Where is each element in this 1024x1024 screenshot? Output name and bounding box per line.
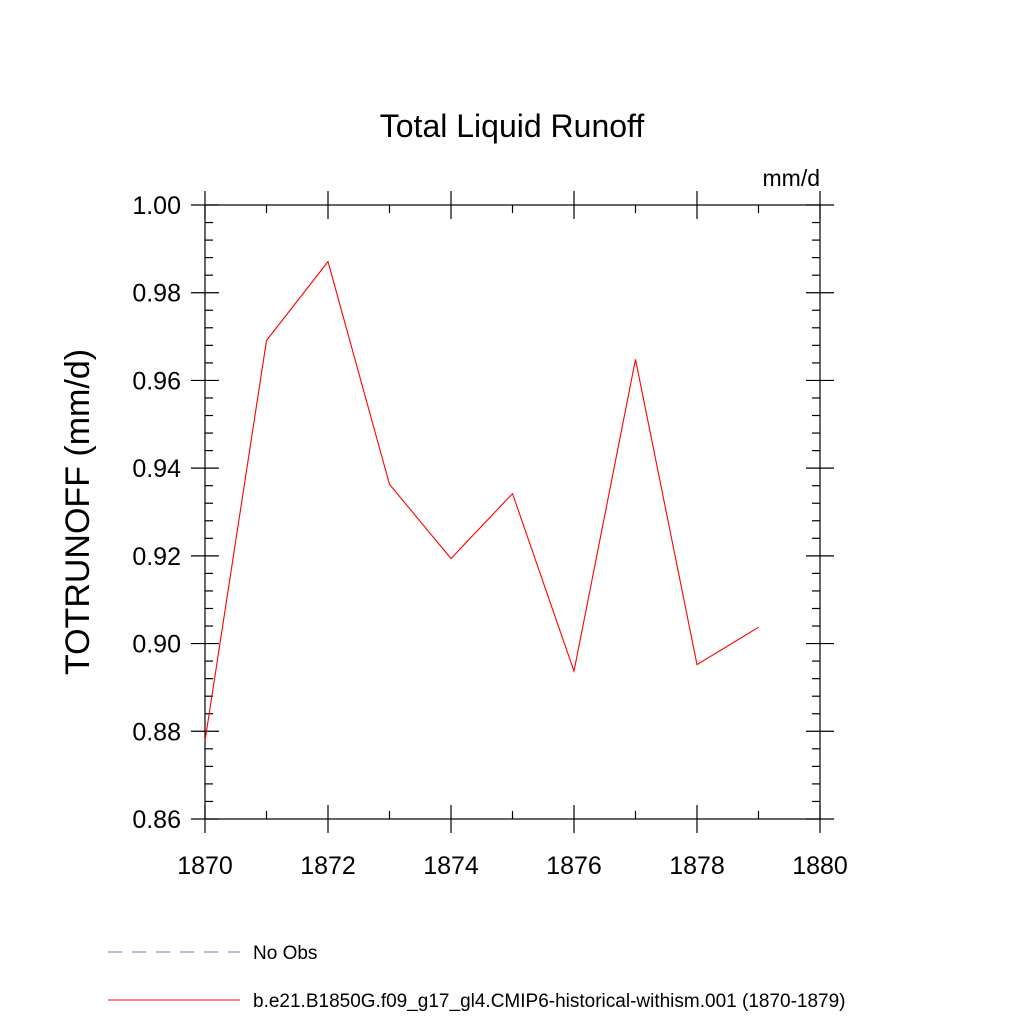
legend-label: No Obs: [253, 943, 317, 964]
legend: No Obs b.e21.B1850G.f09_g17_gl4.CMIP6-his…: [108, 943, 846, 1012]
y-axis-ticks: [191, 204, 834, 820]
y-tick-label: 0.88: [132, 718, 181, 746]
y-tick-label: 0.90: [132, 631, 181, 659]
x-axis-ticks: [204, 191, 821, 833]
y-axis-tick-labels: 0.86 0.88 0.90 0.92 0.94 0.96 0.98 1.00: [132, 192, 181, 834]
y-tick-label: 1.00: [132, 192, 181, 220]
x-tick-label: 1876: [546, 852, 602, 880]
y-tick-label: 0.96: [132, 367, 181, 395]
units-label: mm/d: [763, 165, 821, 191]
series-layer: [204, 260, 759, 741]
y-tick-label: 0.98: [132, 280, 181, 308]
x-tick-label: 1870: [177, 852, 233, 880]
y-axis-label: TOTRUNOFF (mm/d): [59, 349, 97, 675]
y-tick-label: 0.92: [132, 543, 181, 571]
x-tick-label: 1878: [669, 852, 725, 880]
x-tick-label: 1874: [423, 852, 479, 880]
y-tick-label: 0.94: [132, 455, 181, 483]
legend-label: b.e21.B1850G.f09_g17_gl4.CMIP6-historica…: [253, 991, 846, 1012]
y-tick-label: 0.86: [132, 806, 181, 834]
x-tick-label: 1872: [300, 852, 356, 880]
x-axis-tick-labels: 1870 1872 1874 1876 1878 1880: [177, 852, 848, 880]
plot-frame: [204, 204, 821, 820]
x-tick-label: 1880: [792, 852, 848, 880]
chart-title: Total Liquid Runoff: [380, 108, 645, 144]
series-line: [204, 260, 759, 741]
